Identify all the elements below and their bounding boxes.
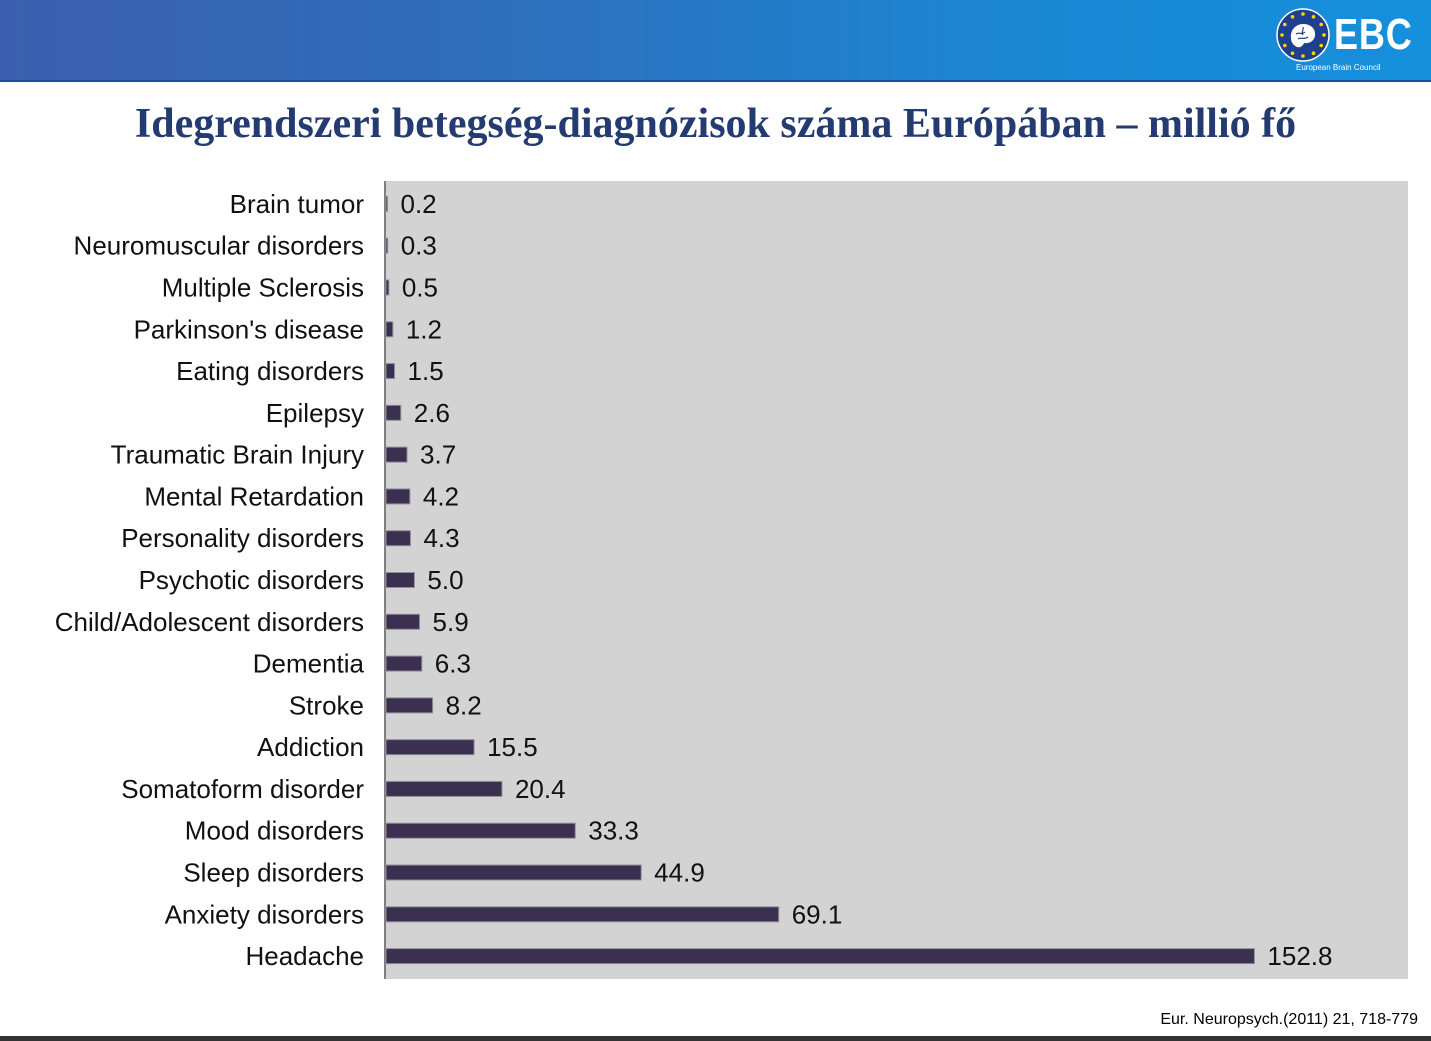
plot-area: [385, 181, 1408, 979]
bar: [385, 321, 394, 338]
data-label: 4.3: [423, 523, 459, 553]
category-label: Somatoform disorder: [121, 774, 364, 804]
data-label: 4.2: [423, 481, 459, 511]
bar: [385, 237, 389, 254]
bar: [385, 948, 1255, 965]
citation: Eur. Neuropsych.(2011) 21, 718-779: [1160, 1011, 1418, 1028]
data-label: 0.3: [401, 231, 437, 261]
bar: [385, 697, 434, 714]
bar-chart: Brain tumor 0.2 Neuromuscular disorders 0.3…: [55, 181, 1408, 979]
footer-rule: [0, 1036, 1431, 1041]
data-label: 0.2: [401, 189, 437, 219]
bar: [385, 488, 411, 505]
data-label: 20.4: [515, 774, 566, 804]
data-label: 152.8: [1267, 941, 1332, 971]
data-label: 15.5: [487, 732, 538, 762]
data-label: 0.5: [402, 272, 438, 302]
bar: [385, 780, 503, 797]
bar: [385, 739, 475, 756]
data-label: 44.9: [654, 858, 705, 888]
category-label: Parkinson's disease: [134, 314, 364, 344]
category-label: Brain tumor: [230, 189, 365, 219]
slide-title: Idegrendszeri betegség-diagnózisok száma…: [134, 101, 1297, 147]
data-label: 1.5: [408, 356, 444, 386]
data-label: 1.2: [406, 314, 442, 344]
data-label: 5.9: [433, 607, 469, 637]
ebc-logo: EBC European Brain Council: [1272, 6, 1412, 76]
bar: [385, 655, 423, 672]
data-label: 69.1: [792, 899, 843, 929]
bar: [385, 530, 411, 547]
bar: [385, 906, 780, 923]
bar: [385, 822, 576, 839]
bar: [385, 446, 408, 463]
bar: [385, 572, 415, 588]
bar: [385, 404, 402, 421]
category-label: Sleep disorders: [183, 858, 364, 888]
header-band: EBC European Brain Council: [0, 0, 1431, 82]
category-label: Personality disorders: [121, 523, 364, 553]
bar: [385, 864, 642, 881]
category-label: Psychotic disorders: [139, 565, 364, 595]
data-label: 33.3: [588, 816, 639, 846]
category-label: Epilepsy: [266, 398, 364, 428]
logo-subtitle: European Brain Council: [1296, 63, 1381, 72]
category-label: Headache: [245, 941, 364, 971]
category-label: Child/Adolescent disorders: [55, 607, 364, 637]
data-label: 8.2: [446, 690, 482, 720]
category-label: Eating disorders: [176, 356, 364, 386]
bar: [385, 363, 396, 380]
data-label: 6.3: [435, 649, 471, 679]
category-label: Dementia: [253, 649, 365, 679]
data-label: 5.0: [427, 565, 463, 595]
category-label: Stroke: [289, 690, 364, 720]
category-label: Neuromuscular disorders: [74, 231, 364, 261]
bar: [385, 195, 388, 212]
category-label: Mood disorders: [185, 816, 364, 846]
ebc-brain-emblem-icon: [1276, 8, 1330, 62]
bar: [385, 613, 421, 630]
category-label: Addiction: [257, 732, 364, 762]
category-label: Traumatic Brain Injury: [111, 440, 364, 470]
bar-chart-container: Brain tumor 0.2 Neuromuscular disorders 0.3…: [0, 180, 1431, 980]
bar: [385, 279, 390, 296]
data-label: 2.6: [414, 398, 450, 428]
category-label: Multiple Sclerosis: [162, 272, 364, 302]
logo-text: EBC: [1334, 10, 1413, 59]
data-label: 3.7: [420, 440, 456, 470]
category-label: Mental Retardation: [144, 481, 364, 511]
category-label: Anxiety disorders: [165, 899, 364, 929]
